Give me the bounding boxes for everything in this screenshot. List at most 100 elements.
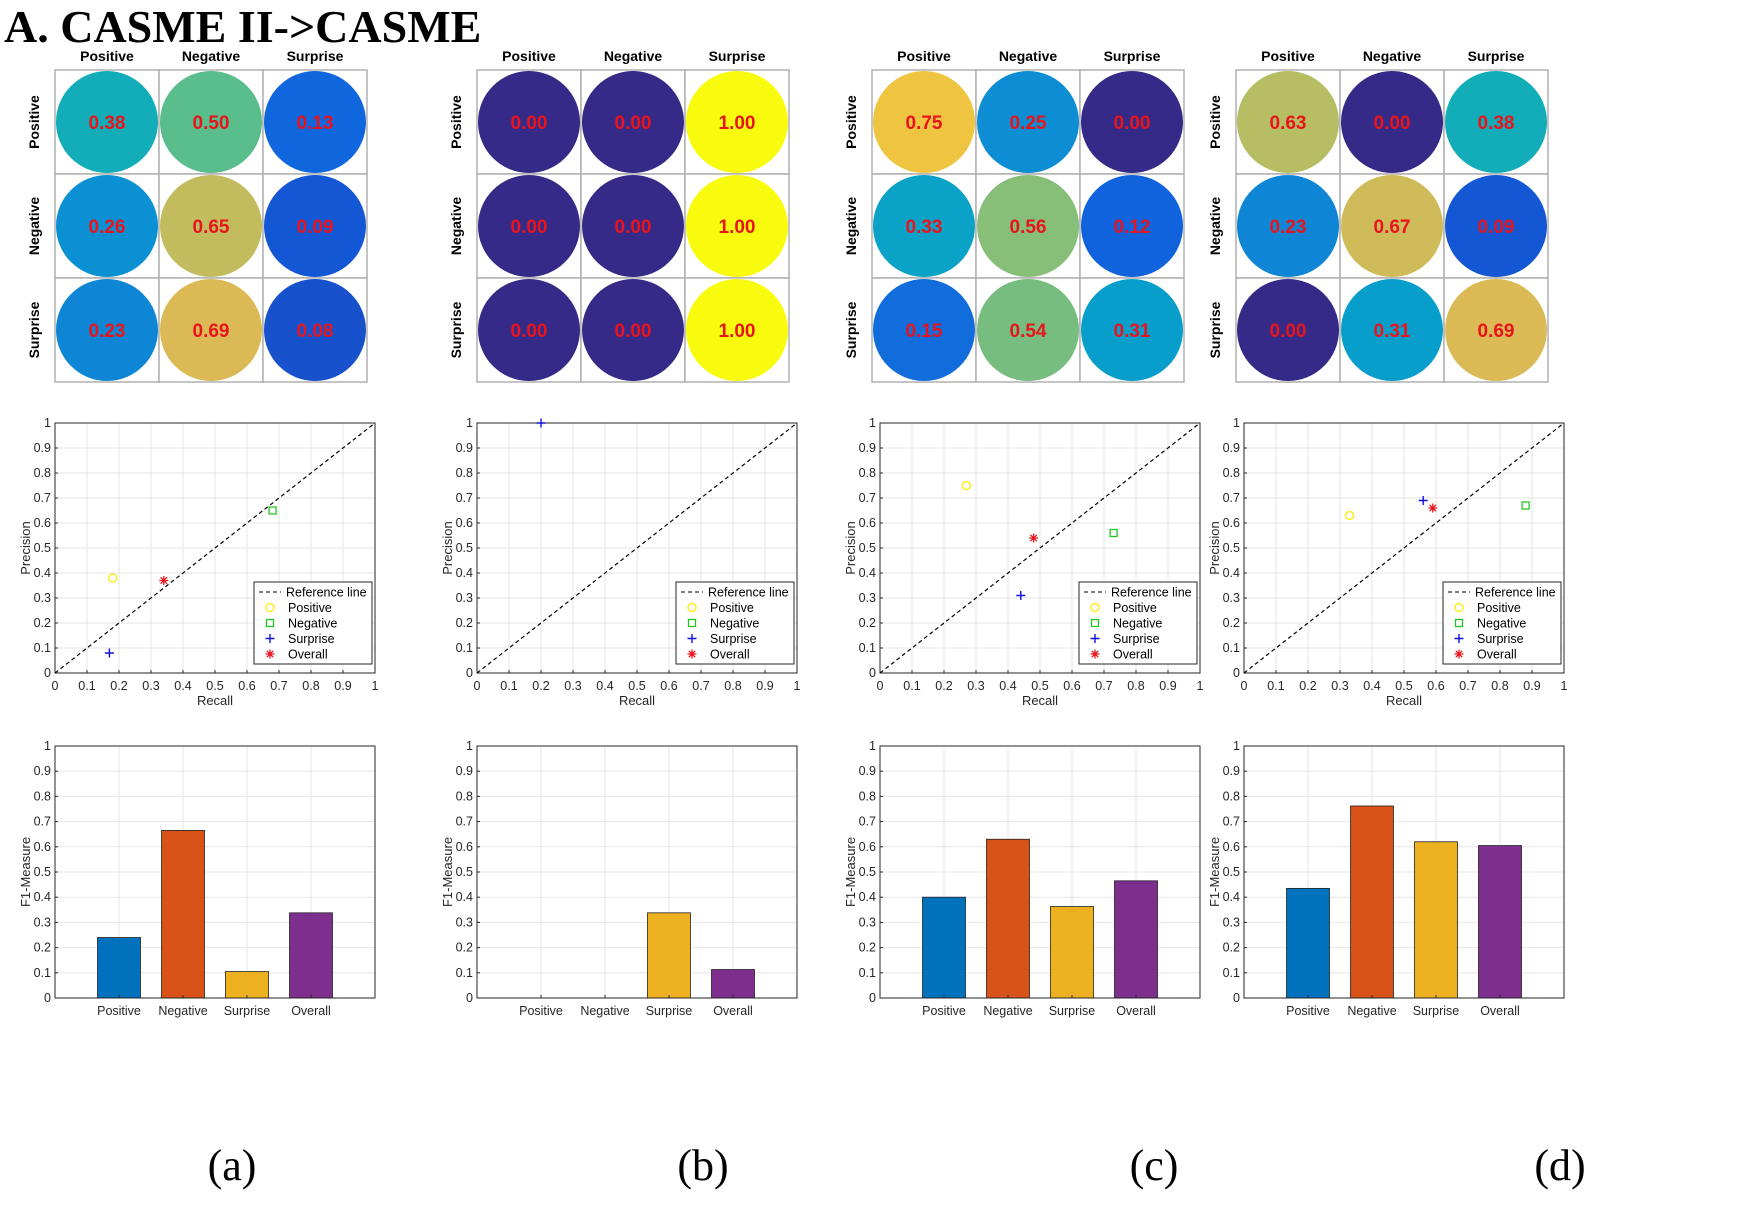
x-tick-label: 0.8 xyxy=(1491,679,1508,693)
cm-value-label: 0.08 xyxy=(297,321,334,342)
cm-column-header: Negative xyxy=(604,48,663,64)
y-tick-label: 0.1 xyxy=(34,966,51,980)
x-tick-label: Overall xyxy=(1480,1004,1520,1018)
cm-value-label: 0.50 xyxy=(193,113,230,134)
cm-value-label: 0.67 xyxy=(1374,217,1411,238)
bar-surprise xyxy=(225,971,269,999)
cm-circle xyxy=(56,175,158,277)
cm-value-label: 0.69 xyxy=(1478,321,1515,342)
y-tick-label: 0.4 xyxy=(34,890,51,904)
legend-positive-swatch xyxy=(687,602,697,613)
y-axis-label: F1-Measure xyxy=(18,837,33,907)
legend-overall-swatch xyxy=(1090,649,1100,659)
y-axis-label: F1-Measure xyxy=(1207,837,1222,907)
cm-value-label: 0.56 xyxy=(1010,217,1047,238)
y-axis-label: Precision xyxy=(18,521,33,574)
cm-circle xyxy=(1081,279,1183,381)
cm-circle xyxy=(686,279,788,381)
y-tick-label: 0.8 xyxy=(34,789,51,803)
y-tick-label: 0.7 xyxy=(34,491,51,505)
cm-circle xyxy=(1341,279,1443,381)
y-tick-label: 0.3 xyxy=(34,915,51,929)
point-overall xyxy=(1029,533,1039,543)
x-tick-label: 0.1 xyxy=(903,679,920,693)
cm-value-label: 1.00 xyxy=(719,217,756,238)
y-tick-label: 0.2 xyxy=(1223,941,1240,955)
cm-circle xyxy=(1237,175,1339,277)
cm-value-label: 0.23 xyxy=(1270,217,1307,238)
legend-entry: Reference line xyxy=(708,586,789,600)
x-axis-label: Recall xyxy=(197,693,233,708)
cm-row-header: Positive xyxy=(1207,95,1223,149)
cm-column-header: Positive xyxy=(1261,48,1315,64)
y-tick-label: 0.8 xyxy=(859,466,876,480)
y-tick-label: 0.4 xyxy=(456,890,473,904)
panel-4-precision-recall-plot: 00 0.1 0.1 0.2 0.2 0.3 0.3 0.4 0.4 0.5 0.5 0.6 0.6 0.… xyxy=(1207,416,1568,708)
x-tick-label: Negative xyxy=(580,1004,629,1018)
cm-row-header: Surprise xyxy=(448,301,464,358)
y-tick-label: 0.3 xyxy=(859,591,876,605)
x-tick-label: 0.8 xyxy=(1127,679,1144,693)
panel-2-confusion-matrix: Positive Negative Surprise Positive Negative… xyxy=(448,48,790,383)
x-tick-label: 0.4 xyxy=(596,679,613,693)
x-tick-label: Overall xyxy=(713,1004,753,1018)
cm-row-header: Positive xyxy=(843,95,859,149)
cm-circle xyxy=(1341,175,1443,277)
panel-4: Positive Negative SurprisePositiveNegative… xyxy=(1207,48,1568,1018)
legend-entry: Negative xyxy=(710,617,759,631)
legend-entry: Negative xyxy=(288,617,337,631)
y-tick-label: 0.7 xyxy=(1223,491,1240,505)
cm-value-label: 0.38 xyxy=(89,113,126,134)
y-tick-label: 0 xyxy=(1233,666,1240,680)
legend-entry: Negative xyxy=(1113,617,1162,631)
legend-entry: Surprise xyxy=(1477,632,1524,646)
y-tick-label: 0.8 xyxy=(34,466,51,480)
cm-circle xyxy=(160,279,262,381)
x-tick-label: Surprise xyxy=(1413,1004,1460,1018)
x-tick-label: 0.3 xyxy=(142,679,159,693)
cm-column-header: Surprise xyxy=(709,48,766,64)
x-tick-label: 0.7 xyxy=(1095,679,1112,693)
y-tick-label: 0.7 xyxy=(859,491,876,505)
x-tick-label: 0.3 xyxy=(564,679,581,693)
y-tick-label: 0.5 xyxy=(34,541,51,555)
cm-value-label: 0.69 xyxy=(193,321,230,342)
cm-column-header: Positive xyxy=(80,48,134,64)
cm-column-header: Negative xyxy=(999,48,1058,64)
x-tick-label: 0 xyxy=(474,679,481,693)
point-surprise xyxy=(536,418,546,428)
x-tick-label: 0.5 xyxy=(628,679,645,693)
panel-3-confusion-matrix: Positive Negative Surprise Positive Negative… xyxy=(843,48,1185,383)
legend-entry: Overall xyxy=(288,648,328,662)
y-tick-label: 0.4 xyxy=(1223,566,1240,580)
y-tick-label: 0.3 xyxy=(456,915,473,929)
cm-value-label: 1.00 xyxy=(719,321,756,342)
reference-line xyxy=(54,422,376,674)
y-tick-label: 0.1 xyxy=(859,966,876,980)
bar-negative xyxy=(161,830,205,999)
cm-value-label: 0.00 xyxy=(615,217,652,238)
x-tick-label: 0.9 xyxy=(756,679,773,693)
cm-circle xyxy=(478,71,580,173)
cm-row-header: Positive xyxy=(26,95,42,149)
y-tick-label: 0.2 xyxy=(859,616,876,630)
point-overall xyxy=(159,576,169,585)
y-tick-label: 0.2 xyxy=(34,941,51,955)
cm-value-label: 1.00 xyxy=(719,113,756,134)
cm-circle xyxy=(264,279,366,381)
x-tick-label: 0.1 xyxy=(78,679,95,693)
cm-column-header: Surprise xyxy=(1104,48,1161,64)
bar-negative xyxy=(986,838,1030,999)
y-tick-label: 0.4 xyxy=(1223,890,1240,904)
y-axis-label: F1-Measure xyxy=(843,837,858,907)
cm-value-label: 0.26 xyxy=(89,217,126,238)
cm-value-label: 0.75 xyxy=(906,113,943,134)
cm-circle xyxy=(264,71,366,173)
panel-3-f1-bar-chart: 0 0.1 0.2 0.3 0.4 0.5 0.6 0.7 0.8 0.9 1 Positive Neg… xyxy=(843,739,1201,1018)
x-axis-label: Recall xyxy=(1386,693,1422,708)
legend-overall-swatch xyxy=(1454,649,1464,659)
cm-circle xyxy=(582,71,684,173)
